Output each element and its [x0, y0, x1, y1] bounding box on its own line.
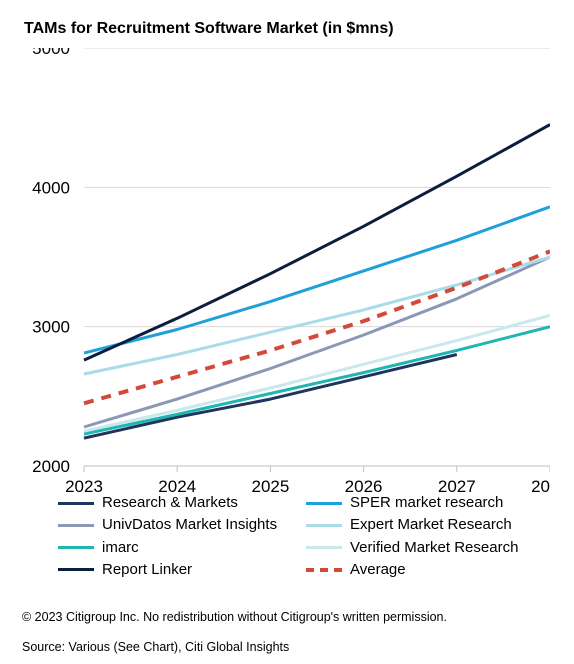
legend-label: Research & Markets — [102, 493, 238, 513]
legend-swatch — [58, 502, 94, 505]
legend-label: Report Linker — [102, 560, 192, 580]
legend-label: imarc — [102, 538, 139, 558]
legend-label: Expert Market Research — [350, 515, 512, 535]
legend-item: Verified Market Research — [306, 537, 556, 559]
chart-page: TAMs for Recruitment Software Market (in… — [0, 0, 574, 664]
legend-item: Report Linker — [58, 559, 306, 581]
line-chart-svg: 2000300040005000202320242025202620272028 — [22, 48, 550, 500]
legend-item: UnivDatos Market Insights — [58, 514, 306, 536]
svg-text:3000: 3000 — [32, 318, 70, 337]
svg-text:4000: 4000 — [32, 178, 70, 197]
legend-label: Verified Market Research — [350, 538, 518, 558]
copyright-text: © 2023 Citigroup Inc. No redistribution … — [22, 610, 447, 624]
legend-swatch — [306, 524, 342, 527]
legend-label: SPER market research — [350, 493, 503, 513]
legend-label: Average — [350, 560, 406, 580]
svg-text:5000: 5000 — [32, 48, 70, 58]
source-text: Source: Various (See Chart), Citi Global… — [22, 640, 289, 654]
legend-item: Expert Market Research — [306, 514, 556, 536]
legend-label: UnivDatos Market Insights — [102, 515, 277, 535]
legend-item: SPER market research — [306, 492, 556, 514]
legend-swatch — [306, 546, 342, 549]
chart-title: TAMs for Recruitment Software Market (in… — [24, 20, 552, 38]
legend-item: imarc — [58, 537, 306, 559]
svg-text:2000: 2000 — [32, 457, 70, 476]
legend-swatch — [306, 568, 342, 572]
legend-swatch — [306, 502, 342, 505]
legend-item: Research & Markets — [58, 492, 306, 514]
legend-swatch — [58, 568, 94, 571]
chart-area: 2000300040005000202320242025202620272028 — [22, 48, 550, 500]
legend-swatch — [58, 524, 94, 527]
legend-swatch — [58, 546, 94, 549]
legend-item: Average — [306, 559, 556, 581]
chart-legend: Research & Markets SPER market research Un… — [58, 492, 558, 581]
